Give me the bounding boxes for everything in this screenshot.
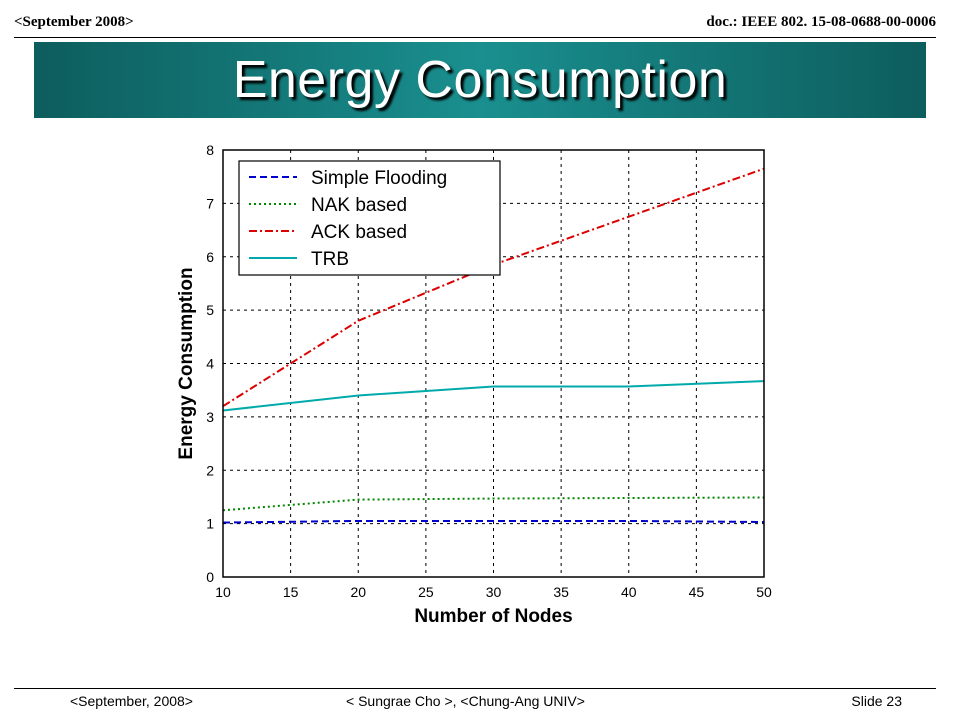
footer-slide-number: Slide 23	[851, 693, 902, 709]
y-tick-label: 2	[206, 462, 214, 478]
y-tick-label: 0	[206, 569, 214, 585]
y-tick-label: 7	[206, 195, 214, 211]
plot-frame	[222, 149, 765, 578]
x-axis-label: Number of Nodes	[414, 606, 572, 627]
x-tick-label: 30	[486, 584, 502, 600]
legend: Simple Flooding NAK based ACK based TRB	[238, 160, 501, 276]
legend-label-3: TRB	[311, 249, 349, 270]
footer-divider	[14, 688, 936, 689]
y-tick-label: 4	[206, 356, 214, 372]
y-tick-label: 6	[206, 249, 214, 265]
series-line-0	[222, 519, 765, 524]
y-tick-label: 3	[206, 409, 214, 425]
series-line-1	[222, 496, 765, 512]
y-axis-label: Energy Consumption	[176, 267, 197, 459]
x-tick-label: 10	[215, 584, 231, 600]
legend-label-1: NAK based	[311, 195, 407, 216]
header-divider	[14, 37, 936, 38]
header-date: <September 2008>	[14, 14, 134, 30]
x-tick-label: 50	[756, 584, 772, 600]
y-tick-label: 5	[206, 302, 214, 318]
x-tick-label: 40	[621, 584, 637, 600]
footer-author: < Sungrae Cho >, <Chung-Ang UNIV>	[346, 693, 585, 709]
x-tick-label: 20	[350, 584, 366, 600]
series-line-3	[222, 380, 765, 412]
slide-title: Energy Consumption	[232, 51, 728, 109]
x-tick-label: 35	[553, 584, 569, 600]
title-bar: Energy Consumption	[34, 42, 926, 118]
legend-label-0: Simple Flooding	[311, 168, 447, 189]
legend-label-2: ACK based	[311, 222, 407, 243]
x-tick-label: 45	[689, 584, 705, 600]
footer-date: <September, 2008>	[70, 693, 193, 709]
legend-box	[238, 160, 501, 276]
y-tick-label: 1	[206, 516, 214, 532]
y-tick-label: 8	[206, 142, 214, 158]
x-tick-label: 15	[283, 584, 299, 600]
header-doc-id: doc.: IEEE 802. 15-08-0688-00-0006	[706, 14, 936, 30]
x-tick-label: 25	[418, 584, 434, 600]
